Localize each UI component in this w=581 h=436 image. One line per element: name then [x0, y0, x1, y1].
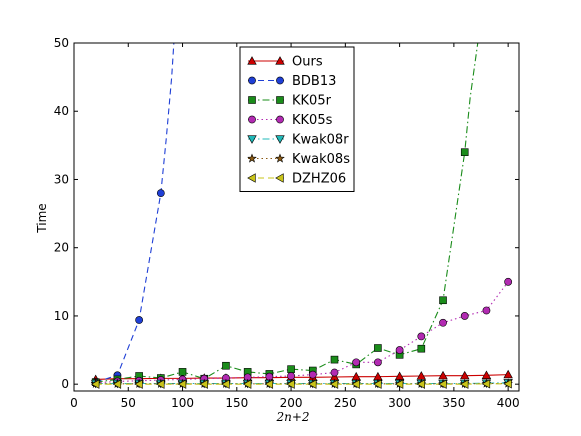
y-axis-label: Time	[35, 203, 49, 233]
legend-item-dzhz06: DZHZ06	[247, 172, 346, 187]
axes: 0 50 100 150 200 250 300 350 400 0 10 20 30 40 50	[54, 36, 520, 410]
legend-marker	[248, 96, 256, 104]
x-tick-label: 250	[334, 396, 357, 410]
x-tick-label: 400	[497, 396, 520, 410]
data-point-dzhz06	[90, 379, 100, 389]
data-point-dzhz06	[156, 379, 165, 389]
data-point-dzhz06	[112, 379, 122, 389]
data-point-kk05s	[482, 306, 491, 315]
data-point-kk05r	[178, 368, 187, 376]
x-tick-label: 50	[121, 396, 136, 410]
legend: Ours BDB13 KK05r KK05s Kwak08r Kwak08s DZHZ06	[239, 46, 355, 192]
x-tick-label: 350	[442, 396, 465, 410]
data-point-dzhz06	[416, 379, 425, 389]
data-point-dzhz06	[242, 379, 252, 389]
legend-marker	[247, 153, 257, 163]
data-point-dzhz06	[503, 379, 512, 389]
legend-box	[239, 46, 355, 192]
data-point-kk05s	[395, 346, 404, 354]
data-point-kk05s	[417, 332, 426, 341]
data-point-dzhz06	[134, 379, 143, 389]
legend-label: Ours	[292, 55, 323, 70]
data-point-dzhz06	[199, 379, 208, 389]
y-tick-label: 50	[54, 36, 69, 50]
data-point-kk05r	[287, 365, 295, 373]
legend-item-ours: Ours	[247, 55, 323, 70]
data-point-dzhz06	[351, 379, 360, 389]
x-tick-label: 300	[388, 396, 411, 410]
data-point-kk05s	[374, 358, 382, 367]
data-point-kk05s	[352, 358, 361, 367]
legend-label: DZHZ06	[292, 172, 346, 187]
data-point-kk05r	[417, 344, 426, 353]
data-point-dzhz06	[438, 379, 447, 389]
series-ours	[90, 369, 513, 384]
data-point-dzhz06	[307, 379, 317, 389]
data-point-dzhz06	[481, 379, 491, 389]
data-point-kk05s	[504, 277, 513, 286]
legend-item-kk05r: KK05r	[248, 94, 332, 109]
legend-marker	[248, 115, 256, 124]
legend-marker	[275, 56, 285, 65]
series-line-bdb13	[95, 43, 175, 383]
legend-label: KK05s	[292, 113, 333, 128]
legend-label: KK05r	[292, 94, 332, 109]
data-point-dzhz06	[394, 379, 404, 389]
legend-marker	[276, 96, 284, 104]
data-point-dzhz06	[177, 379, 187, 389]
data-point-kk05s	[308, 370, 317, 379]
data-point-bdb13	[156, 189, 165, 198]
legend-marker	[247, 56, 257, 65]
y-tick-label: 20	[54, 241, 69, 255]
legend-marker	[276, 115, 284, 124]
data-point-dzhz06	[221, 379, 230, 389]
data-point-kk05s	[330, 368, 339, 377]
data-point-kk05s	[287, 372, 295, 380]
plot-frame	[73, 42, 520, 392]
legend-marker	[248, 76, 256, 85]
legend-item-kk05s: KK05s	[248, 113, 333, 128]
data-point-dzhz06	[373, 379, 382, 389]
y-tick-label: 0	[61, 377, 69, 391]
data-point-kk05s	[460, 312, 469, 320]
x-tick-label: 0	[70, 396, 78, 410]
data-point-dzhz06	[329, 379, 339, 389]
data-point-dzhz06	[286, 379, 295, 389]
legend-marker	[275, 135, 285, 144]
x-tick-label: 200	[280, 396, 303, 410]
data-point-dzhz06	[459, 379, 469, 389]
legend-item-bdb13: BDB13	[248, 74, 336, 89]
legend-marker	[247, 173, 256, 183]
legend-label: Kwak08s	[292, 152, 350, 167]
series-dzhz06	[90, 379, 512, 389]
series-bdb13	[91, 43, 175, 387]
data-point-kk05r	[330, 355, 339, 364]
data-point-bdb13	[135, 316, 144, 324]
legend-item-kwak08r: Kwak08r	[247, 133, 349, 148]
data-point-kk05s	[439, 318, 447, 327]
legend-label: Kwak08r	[292, 133, 349, 148]
data-point-kk05r	[374, 344, 382, 352]
data-point-kk05r	[222, 361, 230, 370]
data-point-dzhz06	[264, 379, 274, 389]
x-tick-label: 100	[171, 396, 194, 410]
legend-marker	[275, 173, 284, 183]
legend-item-kwak08s: Kwak08s	[247, 152, 350, 167]
y-tick-label: 30	[54, 172, 69, 186]
data-point-ours	[503, 369, 513, 379]
legend-marker	[247, 135, 257, 144]
y-tick-label: 40	[54, 104, 69, 118]
legend-marker	[275, 153, 285, 163]
x-axis-label: 2n+2	[275, 410, 309, 424]
x-tick-label: 150	[225, 396, 248, 410]
legend-label: BDB13	[292, 74, 336, 89]
data-point-kk05r	[439, 296, 447, 305]
y-tick-label: 10	[54, 309, 69, 323]
legend-marker	[276, 76, 284, 85]
data-point-kk05r	[460, 148, 469, 156]
